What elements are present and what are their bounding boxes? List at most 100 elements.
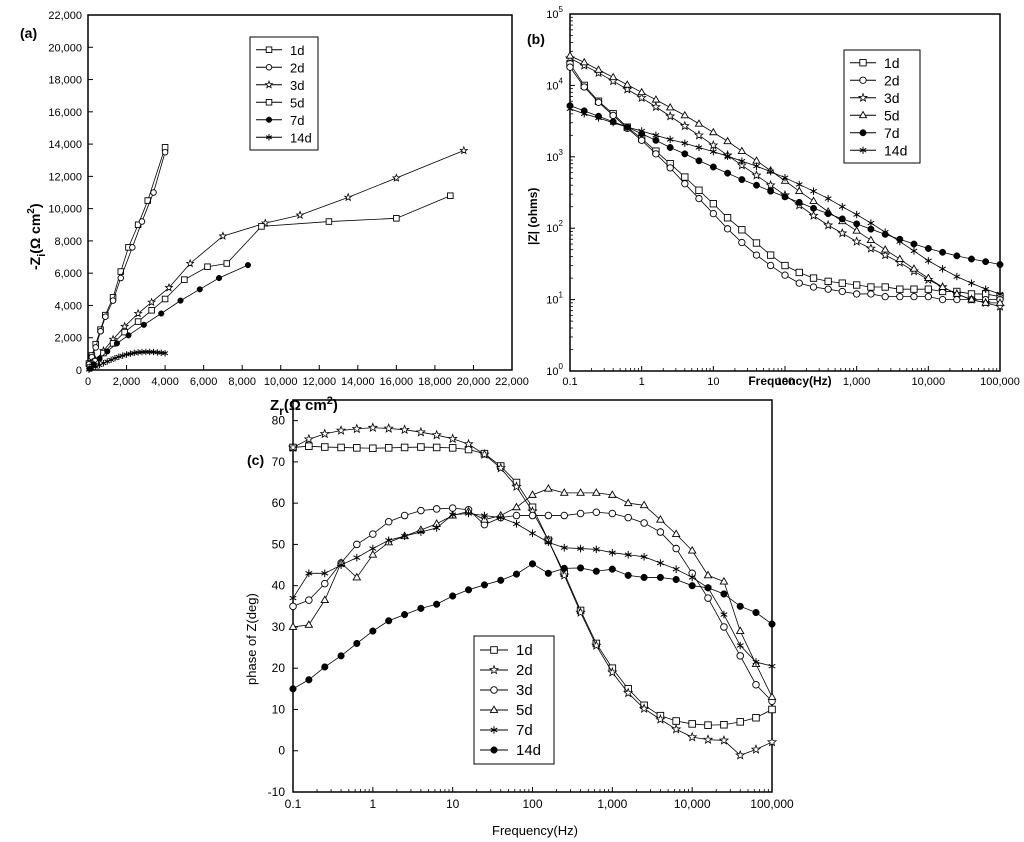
plot-frame-a [87, 14, 513, 371]
data-point-3d [837, 227, 848, 238]
data-point-5d [651, 95, 661, 103]
data-point-5d [665, 102, 675, 111]
data-point-14d [968, 279, 975, 287]
data-point-3d [400, 511, 409, 520]
x-tick-label: 10,000 [264, 376, 298, 388]
data-point-2d [575, 607, 586, 617]
data-point-3d [305, 596, 313, 604]
legend-label-3d: 3d [884, 90, 900, 106]
data-point-3d [736, 160, 747, 170]
data-point-2d [580, 83, 588, 91]
data-point-14d [681, 139, 689, 147]
data-point-5d [952, 289, 962, 297]
y-tick-label: 18,000 [48, 75, 82, 87]
data-point-7d [433, 524, 441, 532]
x-tick-label: 2,000 [113, 376, 141, 388]
data-point-14d [709, 147, 717, 156]
data-point-2d [335, 425, 347, 435]
data-point-7d [688, 573, 696, 582]
data-point-5d [304, 620, 314, 628]
legend-label-7d: 7d [516, 722, 533, 739]
legend-marker-2d [859, 76, 867, 84]
data-point-14d [566, 105, 574, 113]
x-tick-label: 100,000 [980, 376, 1020, 388]
legend-marker-2d [265, 63, 273, 71]
data-point-7d [824, 210, 832, 218]
data-point-1d [738, 226, 746, 234]
data-point-1d [384, 444, 393, 452]
data-point-5d [623, 498, 633, 507]
data-point-5d [352, 572, 362, 581]
data-point-5d [981, 298, 990, 306]
data-point-3d [752, 680, 760, 689]
data-point-14d [624, 571, 632, 579]
data-point-5d [703, 570, 713, 579]
series-14d [289, 560, 776, 693]
data-point-5d [607, 490, 617, 498]
data-point-14d [305, 676, 313, 684]
y-tick-label: 105 [546, 5, 563, 21]
legend-label-7d: 7d [884, 125, 900, 141]
data-point-7d [608, 548, 616, 557]
series-line-7d [569, 105, 1001, 265]
data-point-5d [559, 488, 569, 496]
data-point-14d [353, 639, 361, 648]
y-tick-label: 20,000 [48, 42, 82, 54]
data-point-5d [735, 626, 745, 634]
data-point-2d [687, 731, 698, 742]
data-point-2d [161, 148, 169, 156]
data-point-2d [319, 428, 330, 439]
legend-marker-2d [488, 664, 500, 675]
data-point-1d [809, 274, 818, 282]
x-axis-label-a: Zr(Ω cm2) [270, 395, 338, 418]
x-tick-label: 1,000 [597, 797, 627, 811]
data-point-2d [415, 426, 427, 437]
data-point-5d [767, 692, 777, 701]
data-point-14d [753, 162, 760, 170]
x-tick-label: 0.1 [285, 797, 302, 811]
data-point-2d [896, 292, 904, 301]
data-point-2d [824, 285, 832, 293]
data-point-5d [737, 146, 747, 154]
data-point-1d [881, 283, 889, 291]
data-point-2d [709, 209, 717, 218]
data-point-3d [459, 145, 469, 155]
data-point-2d [750, 744, 762, 754]
data-point-5d [512, 502, 521, 511]
data-point-14d [127, 350, 134, 357]
x-tick-label: 8,000 [228, 376, 256, 388]
panel-b: (b) Frequency(Hz) |Z| (ohms) 0.1 1 10 100 1,… [526, 5, 1020, 388]
data-point-5d [565, 51, 575, 59]
legend-marker-14d [490, 746, 498, 754]
data-point-14d [656, 573, 664, 581]
data-point-3d [218, 231, 228, 240]
data-point-3d [656, 528, 665, 536]
data-point-14d [512, 570, 521, 578]
data-point-2d [566, 63, 574, 71]
data-point-3d [650, 101, 661, 112]
x-tick-label: 10 [446, 797, 460, 811]
data-point-3d [679, 120, 690, 131]
data-point-3d [693, 130, 704, 140]
data-point-14d [688, 582, 696, 590]
data-point-1d [709, 200, 717, 208]
x-tick-label: 14,000 [341, 376, 375, 388]
legend-marker-1d [265, 46, 273, 54]
data-point-2d [853, 290, 861, 298]
data-point-2d [559, 569, 570, 580]
y-tick-label: 102 [546, 219, 563, 235]
data-point-7d [244, 262, 252, 269]
y-tick-label: 16,000 [48, 107, 82, 119]
data-point-2d [129, 244, 136, 251]
data-point-2d [511, 481, 522, 492]
data-point-2d [609, 111, 617, 120]
x-tick-label: 100 [522, 797, 542, 811]
legend-marker-3d [857, 92, 869, 103]
data-point-5d [161, 295, 169, 303]
data-point-1d [672, 717, 680, 725]
data-point-1d [417, 443, 425, 451]
legend-marker-1d [490, 646, 498, 654]
data-point-3d [823, 219, 834, 230]
data-point-5d [622, 80, 632, 88]
data-point-14d [939, 265, 947, 273]
